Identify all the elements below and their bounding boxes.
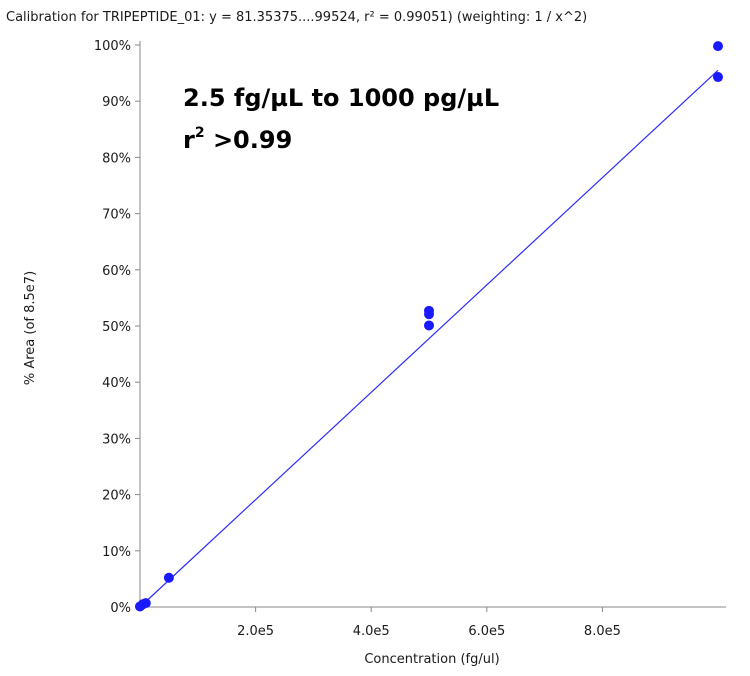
x-axis-label: Concentration (fg/ul) [364, 652, 499, 667]
x-tick-label: 8.0e5 [584, 624, 621, 639]
data-point [424, 320, 434, 331]
x-ticks: 2.0e5 4.0e5 6.0e5 8.0e5 [237, 607, 621, 639]
annotation-r2-sup: 2 [195, 125, 205, 141]
y-tick-label: 20% [102, 489, 131, 504]
data-point [424, 309, 434, 320]
y-tick-label: 10% [102, 545, 131, 560]
y-tick-label: 50% [102, 320, 131, 335]
y-axis-label: % Area (of 8.5e7) [23, 271, 38, 385]
annotation-r2-base: r [183, 126, 195, 154]
data-point [713, 41, 723, 52]
y-tick-label: 90% [102, 95, 131, 110]
annotation-r2-text: r2 >0.99 [183, 125, 292, 154]
chart-title: Calibration for TRIPEPTIDE_01: y = 81.35… [6, 10, 587, 25]
x-tick-label: 6.0e5 [468, 624, 505, 639]
y-tick-label: 0% [110, 601, 131, 616]
data-point [140, 598, 151, 609]
y-tick-label: 60% [102, 264, 131, 279]
y-tick-label: 30% [102, 432, 131, 447]
annotation-range-text: 2.5 fg/µL to 1000 pg/µL [183, 84, 499, 112]
data-point [163, 572, 174, 583]
data-points [135, 41, 723, 612]
annotation-r2-rest: >0.99 [205, 126, 293, 154]
y-ticks: 0% 10% 20% 30% 40% 50% 60% 70% 80% 90% 100% [94, 39, 140, 616]
y-tick-label: 100% [94, 39, 131, 54]
x-tick-label: 2.0e5 [237, 624, 274, 639]
axes [139, 41, 726, 608]
y-tick-label: 70% [102, 208, 131, 223]
x-tick-label: 4.0e5 [353, 624, 390, 639]
range-annotation: 2.5 fg/µL to 1000 pg/µL r2 >0.99 [183, 84, 499, 154]
y-tick-label: 40% [102, 376, 131, 391]
calibration-fit-line [139, 69, 719, 608]
data-point [713, 72, 723, 83]
y-tick-label: 80% [102, 151, 131, 166]
